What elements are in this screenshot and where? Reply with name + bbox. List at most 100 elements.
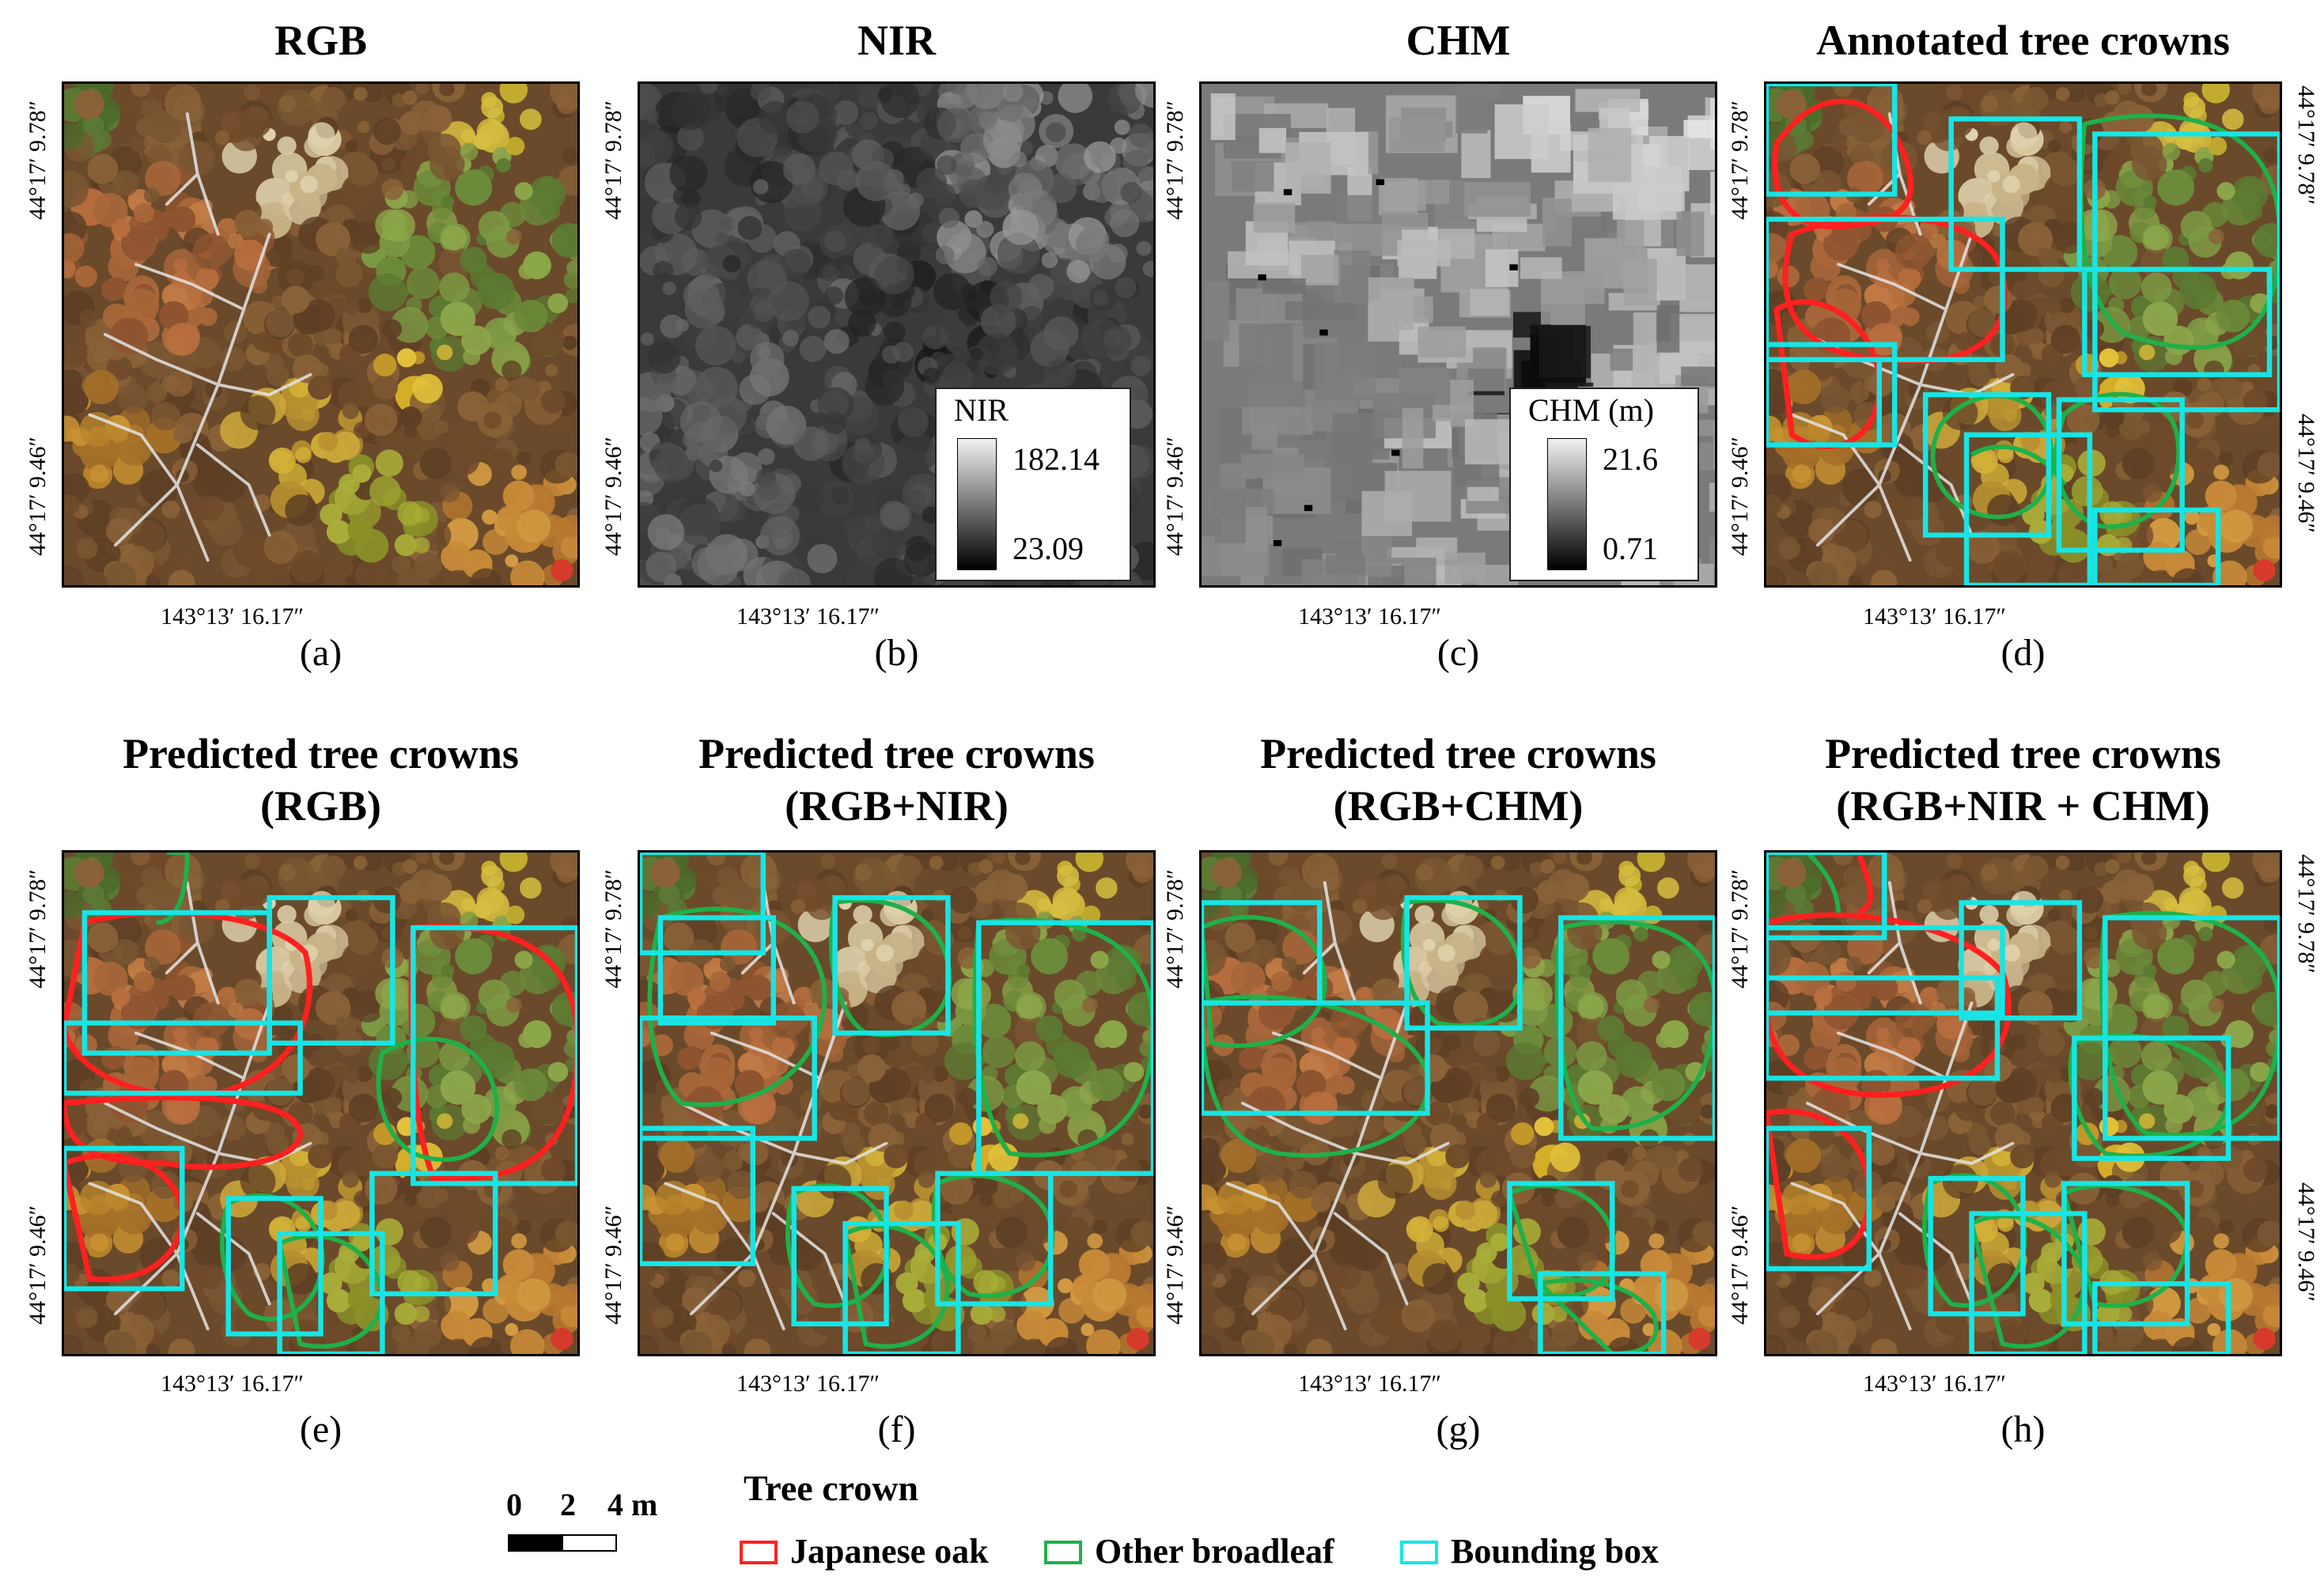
panel-image-e (62, 850, 580, 1356)
lon-label-b: 143°13′ 16.17″ (736, 603, 880, 630)
panel-caption-c: (c) (1436, 632, 1480, 674)
panel-caption-e: (e) (299, 1409, 343, 1450)
japanese-oak-crown-1 (1772, 98, 1914, 229)
other-broadleaf-crown-1 (1202, 915, 1327, 1048)
lat-label-bottom-b: 44°17′ 9.46″ (600, 436, 626, 556)
panel-caption-b: (b) (874, 632, 919, 674)
bounding-box-8 (369, 1170, 498, 1297)
legend-label-2: Bounding box (1451, 1532, 1659, 1571)
colorbar-max-chm: 21.6 (1603, 441, 1658, 477)
panel-title-line1-c: CHM (1406, 17, 1511, 64)
lon-label-h: 143°13′ 16.17″ (1863, 1371, 2007, 1397)
bounding-box-11 (1766, 357, 1883, 448)
legend-title: Tree crown (744, 1468, 918, 1508)
other-broadleaf-crown-4 (785, 1183, 891, 1308)
bounding-box-10 (2092, 507, 2221, 585)
bounding-box-1 (640, 853, 766, 955)
panel-image-d (1764, 81, 2282, 588)
colorbar-gradient-nir (957, 438, 997, 570)
panel-title-b: NIR (574, 14, 1219, 66)
panel-title-line2-h: (RGB+NIR + CHM) (1836, 782, 2210, 830)
panel-title-line2-e: (RGB) (260, 782, 381, 830)
bounding-box-9 (2056, 397, 2185, 553)
bounding-box-2 (1948, 116, 2083, 272)
bounding-box-4 (1959, 900, 2083, 1021)
lat-label-bottom-right-h: 44°17′ 9.46″ (2293, 1182, 2319, 1303)
bounding-box-6 (2082, 267, 2273, 377)
lat-label-top-g: 44°17′ 9.78″ (1162, 868, 1188, 989)
bounding-box-7 (1922, 391, 2052, 538)
colorbar-title-nir: NIR (954, 392, 1009, 428)
lat-label-bottom-h: 44°17′ 9.46″ (1727, 1204, 1753, 1325)
panel-title-c: CHM (1136, 14, 1781, 66)
bounding-box-8 (1963, 432, 2093, 585)
legend-swatch-2 (1400, 1541, 1438, 1564)
bounding-box-2 (1202, 1000, 1430, 1116)
legend-swatch-0 (740, 1541, 778, 1564)
panel-title-line1-g: Predicted tree crowns (1260, 730, 1656, 777)
bounding-box-6 (2072, 1035, 2231, 1161)
bounding-box-7 (1766, 1125, 1872, 1272)
lat-label-bottom-c: 44°17′ 9.46″ (1162, 436, 1188, 556)
bounding-box-2 (1766, 925, 2005, 1016)
bounding-box-1 (1766, 853, 1887, 940)
colorbar-nir: NIR 182.14 23.09 (935, 388, 1131, 581)
legend-swatch-1 (1044, 1541, 1082, 1564)
bounding-box-5 (640, 1015, 817, 1141)
panel-title-a: RGB (0, 14, 643, 66)
panel-image-h (1764, 850, 2282, 1356)
bounding-box-5 (64, 1145, 185, 1291)
bounding-box-9 (1969, 1211, 2087, 1354)
legend-label-0: Japanese oak (790, 1532, 989, 1571)
other-broadleaf-crown-3 (1922, 1173, 2027, 1308)
bounding-box-6 (640, 1125, 756, 1267)
bounding-box-2 (64, 1020, 303, 1096)
lat-label-bottom-g: 44°17′ 9.46″ (1162, 1204, 1188, 1325)
bounding-box-5 (1507, 1181, 1615, 1302)
lat-label-top-right-d: 44°17′ 9.78″ (2293, 85, 2319, 206)
panel-title-line1-d: Annotated tree crowns (1816, 17, 2230, 64)
scale-segment-black (508, 1534, 563, 1552)
bounding-box-3 (267, 894, 396, 1046)
bounding-box-6 (225, 1196, 324, 1337)
bounding-box-7 (791, 1185, 889, 1327)
bounding-box-4 (1766, 217, 2005, 362)
lat-label-top-c: 44°17′ 9.78″ (1162, 100, 1188, 220)
lon-label-e: 143°13′ 16.17″ (161, 1371, 305, 1397)
bounding-box-3 (832, 894, 951, 1036)
lat-label-top-f: 44°17′ 9.78″ (600, 868, 626, 989)
colorbar-chm: CHM (m) 21.6 0.71 (1509, 388, 1699, 581)
panel-title-h: Predicted tree crowns (RGB+NIR + CHM) (1701, 728, 2324, 832)
bounding-box-4 (976, 920, 1153, 1176)
bounding-box-5 (2103, 915, 2280, 1141)
lat-label-top-e: 44°17′ 9.78″ (25, 868, 51, 989)
lon-label-a: 143°13′ 16.17″ (161, 603, 305, 630)
panel-image-f (638, 850, 1156, 1356)
panel-title-e: Predicted tree crowns (RGB) (0, 728, 643, 832)
bounding-box-4 (1558, 915, 1715, 1141)
scale-label-0: 0 (506, 1487, 522, 1522)
bounding-box-10 (2061, 1181, 2190, 1327)
lat-label-top-a: 44°17′ 9.78″ (25, 100, 51, 220)
other-broadleaf-crown-6 (1805, 853, 1841, 913)
bounding-box-3 (1404, 894, 1523, 1031)
colorbar-gradient-chm (1547, 438, 1587, 570)
panel-title-line2-g: (RGB+CHM) (1333, 782, 1584, 830)
panel-title-d: Annotated tree crowns (1701, 14, 2324, 66)
panel-image-g (1199, 850, 1717, 1356)
lat-label-bottom-f: 44°17′ 9.46″ (600, 1204, 626, 1325)
lat-label-bottom-e: 44°17′ 9.46″ (25, 1204, 51, 1325)
scale-segment-white (562, 1534, 617, 1552)
panel-title-line1-b: NIR (857, 17, 936, 64)
lat-label-bottom-d: 44°17′ 9.46″ (1727, 436, 1753, 556)
lat-label-top-right-h: 44°17′ 9.78″ (2293, 854, 2319, 974)
colorbar-max-nir: 182.14 (1012, 441, 1100, 477)
lat-label-top-d: 44°17′ 9.78″ (1727, 100, 1753, 220)
bounding-box-8 (1928, 1175, 2026, 1317)
lon-label-c: 143°13′ 16.17″ (1298, 603, 1442, 630)
bounding-box-6 (1538, 1271, 1667, 1354)
bounding-box-2 (657, 915, 776, 1026)
lat-label-top-b: 44°17′ 9.78″ (600, 100, 626, 220)
panel-title-line1-e: Predicted tree crowns (123, 730, 519, 777)
other-broadleaf-crown-2 (220, 1193, 325, 1322)
